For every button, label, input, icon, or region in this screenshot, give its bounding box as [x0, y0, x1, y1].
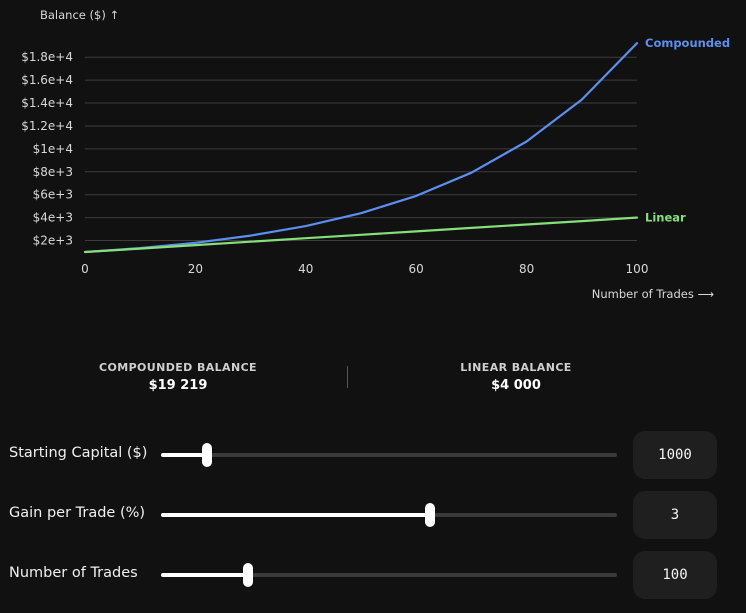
starting-capital-slider[interactable]: [161, 443, 617, 467]
x-tick-label: 100: [626, 262, 649, 276]
gain-per-trade-control: Gain per Trade (%) 3: [0, 491, 746, 539]
number-of-trades-slider[interactable]: [161, 563, 617, 587]
y-tick-label: $2e+3: [33, 234, 73, 248]
balance-summary: COMPOUNDED BALANCE $19 219 LINEAR BALANC…: [0, 360, 696, 400]
series-lines: [83, 42, 639, 254]
y-tick-label: $6e+3: [33, 188, 73, 202]
linear-balance-title: LINEAR BALANCE: [460, 361, 572, 374]
y-tick-label: $1.8e+4: [21, 50, 73, 64]
compounded-balance-title: COMPOUNDED BALANCE: [99, 361, 257, 374]
number-of-trades-control: Number of Trades 100: [0, 551, 746, 599]
number-of-trades-slider-thumb[interactable]: [242, 563, 253, 587]
x-tick-label: 20: [188, 262, 203, 276]
gain-per-trade-slider-thumb[interactable]: [425, 503, 436, 527]
y-tick-label: $4e+3: [33, 211, 73, 225]
number-of-trades-input[interactable]: 100: [633, 551, 717, 599]
gain-per-trade-slider[interactable]: [161, 503, 617, 527]
stats-divider: [347, 366, 348, 388]
linear-series-label: Linear: [645, 211, 686, 225]
y-tick-label: $1.4e+4: [21, 96, 73, 110]
balance-chart: $2e+3 $4e+3 $6e+3 $8e+3 $1e+4 $1.2e+4 $1.4e+4 $…: [21, 8, 730, 301]
y-axis-ticks: $2e+3 $4e+3 $6e+3 $8e+3 $1e+4 $1.2e+4 $1.4e+4 $…: [21, 50, 73, 247]
series-labels: Compounded Linear: [645, 36, 730, 224]
gain-per-trade-slider-fill: [161, 513, 431, 517]
linear-series-line: [83, 216, 639, 254]
x-tick-label: 80: [519, 262, 534, 276]
compounded-balance-stat: COMPOUNDED BALANCE $19 219: [48, 360, 308, 396]
y-tick-label: $8e+3: [33, 165, 73, 179]
linear-balance-stat: LINEAR BALANCE $4 000: [386, 360, 646, 396]
compounded-balance-value: $19 219: [148, 378, 208, 393]
x-tick-label: 60: [409, 262, 424, 276]
x-axis-ticks: 0 20 40 60 80 100: [81, 262, 648, 276]
y-tick-label: $1.6e+4: [21, 73, 73, 87]
y-tick-label: $1.2e+4: [21, 119, 73, 133]
linear-balance-value: $4 000: [491, 378, 541, 393]
starting-capital-slider-thumb[interactable]: [201, 443, 212, 467]
starting-capital-slider-fill: [161, 453, 207, 457]
starting-capital-label: Starting Capital ($): [9, 445, 148, 461]
x-tick-label: 0: [81, 262, 89, 276]
starting-capital-input[interactable]: 1000: [633, 431, 717, 479]
y-tick-label: $1e+4: [33, 142, 73, 156]
number-of-trades-slider-fill: [161, 573, 248, 577]
gain-per-trade-input[interactable]: 3: [633, 491, 717, 539]
gain-per-trade-label: Gain per Trade (%): [9, 505, 146, 521]
compounded-series-line: [83, 42, 639, 254]
grid-lines: [85, 56, 637, 242]
x-tick-label: 40: [298, 262, 313, 276]
compounded-series-label: Compounded: [645, 36, 730, 50]
y-axis-title: Balance ($) ↑: [40, 8, 119, 22]
starting-capital-control: Starting Capital ($) 1000: [0, 431, 746, 479]
x-axis-title: Number of Trades ⟶: [592, 287, 714, 301]
number-of-trades-label: Number of Trades: [9, 565, 138, 581]
